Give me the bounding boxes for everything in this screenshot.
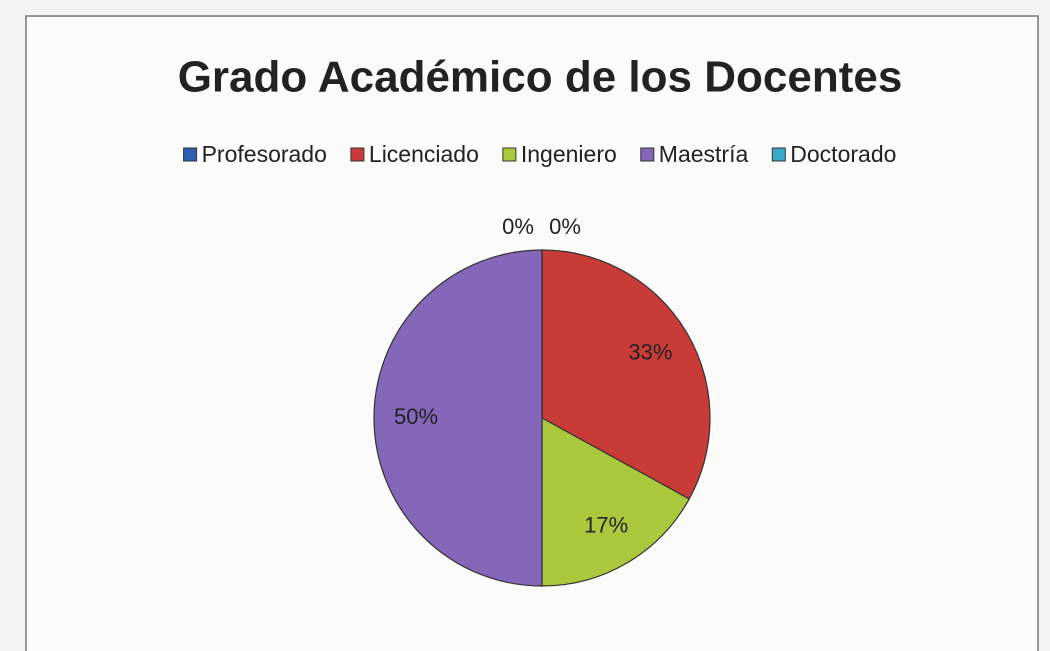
- legend-label: Licenciado: [369, 141, 479, 167]
- data-label: 17%: [584, 512, 628, 537]
- legend-label: Profesorado: [202, 141, 327, 167]
- pie-slice: [373, 249, 543, 587]
- legend-label: Ingeniero: [521, 141, 617, 167]
- legend-swatch: [640, 147, 655, 162]
- legend-swatch: [183, 147, 198, 162]
- data-label: 33%: [628, 340, 672, 365]
- pie-slice: [541, 249, 711, 500]
- legend-label: Maestría: [659, 141, 749, 167]
- legend-swatch: [350, 147, 365, 162]
- data-label: 0%: [502, 214, 534, 239]
- legend-swatch: [502, 147, 517, 162]
- data-label: 50%: [394, 404, 438, 429]
- legend-label: Doctorado: [790, 141, 896, 167]
- chart-title: Grado Académico de los Docentes: [178, 53, 903, 102]
- pie-slice: [541, 416, 691, 587]
- legend-swatch: [771, 147, 786, 162]
- data-label: 0%: [549, 214, 581, 239]
